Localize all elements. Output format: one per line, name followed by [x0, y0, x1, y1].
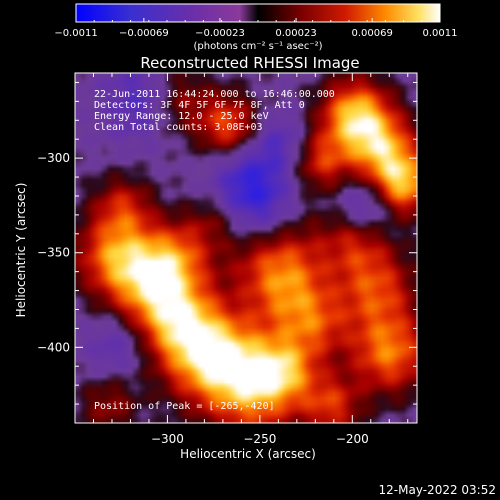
annotation-energy: Energy Range: 12.0 - 25.0 keV — [94, 111, 269, 122]
colorbar-tick-label: −0.00023 — [195, 28, 245, 39]
colorbar-tick-label: −0.00069 — [119, 28, 169, 39]
x-axis-label: Heliocentric X (arcsec) — [180, 447, 316, 461]
y-tick-label: −300 — [37, 151, 70, 165]
colorbar-tick-label: 0.0011 — [423, 28, 458, 39]
y-tick-label: −350 — [37, 246, 70, 260]
plot-area: −300 −250 −200 −300 −350 −400 — [37, 72, 418, 446]
footer-date: 12-May-2022 03:52 — [379, 483, 496, 497]
y-axis-label: Heliocentric Y (arcsec) — [14, 183, 28, 318]
x-tick-label: −300 — [151, 432, 184, 446]
annotation-block: 22-Jun-2011 16:44:24.000 to 16:46:00.000… — [94, 89, 335, 133]
chart-title: Reconstructed RHESSI Image — [140, 54, 359, 72]
colorbar-units: (photons cm⁻² s⁻¹ asec⁻²) — [193, 41, 322, 52]
annotation-time: 22-Jun-2011 16:44:24.000 to 16:46:00.000 — [94, 89, 335, 100]
x-tick-label: −250 — [243, 432, 276, 446]
y-tick-label: −400 — [37, 340, 70, 354]
peak-position-label: Position of Peak = [-265,-420] — [94, 401, 275, 412]
annotation-clean: Clean Total counts: 3.08E+03 — [94, 122, 263, 133]
colorbar-strip — [75, 3, 441, 23]
plot-frame — [74, 72, 418, 424]
heatmap-image — [75, 73, 417, 423]
colorbar: −0.0011 −0.00069 −0.00023 0.00023 0.00069 0.0… — [54, 3, 458, 52]
x-tick-label: −200 — [336, 432, 369, 446]
annotation-detectors: Detectors: 3F 4F 5F 6F 7F 8F, Att 0 — [94, 100, 305, 111]
colorbar-tick-label: 0.00023 — [275, 28, 316, 39]
colorbar-tick-label: 0.00069 — [351, 28, 392, 39]
x-axis-ticks: −300 −250 −200 — [74, 73, 409, 446]
y-axis-ticks: −300 −350 −400 — [37, 81, 417, 424]
colorbar-tick-label: −0.0011 — [54, 28, 97, 39]
colorbar-ticks: −0.0011 −0.00069 −0.00023 0.00023 0.00069 0.0… — [54, 18, 458, 39]
